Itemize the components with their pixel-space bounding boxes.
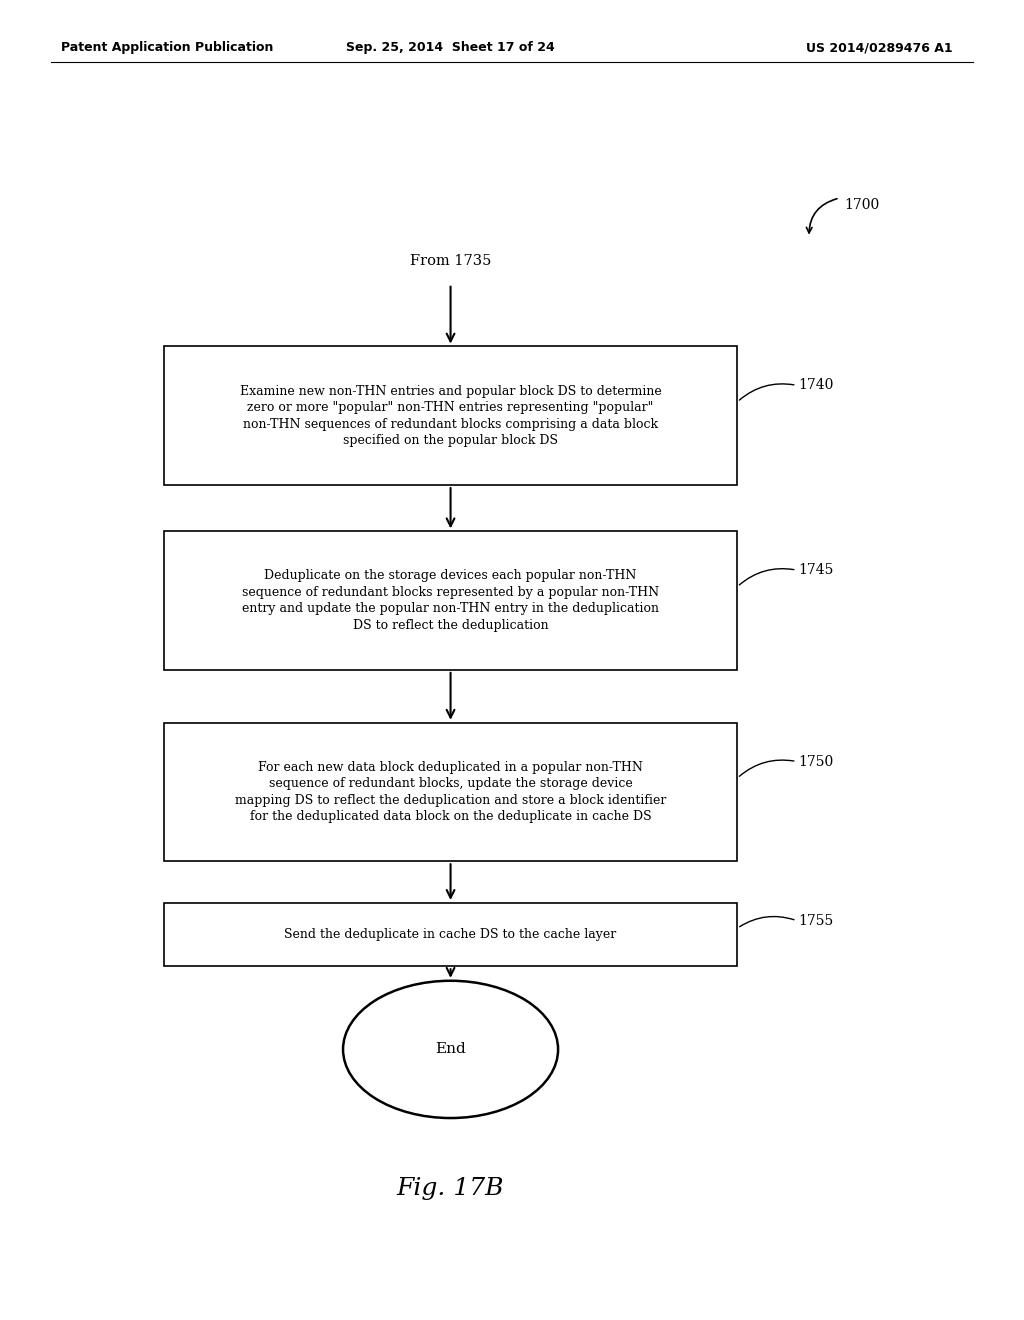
Text: Patent Application Publication: Patent Application Publication xyxy=(61,41,273,54)
Ellipse shape xyxy=(343,981,558,1118)
Text: Examine new non-THN entries and popular block DS to determine
zero or more "popu: Examine new non-THN entries and popular … xyxy=(240,384,662,447)
FancyBboxPatch shape xyxy=(164,903,737,966)
Text: 1700: 1700 xyxy=(845,198,880,211)
Text: 1755: 1755 xyxy=(799,913,834,928)
Text: For each new data block deduplicated in a popular non-THN
sequence of redundant : For each new data block deduplicated in … xyxy=(234,760,667,824)
Text: Send the deduplicate in cache DS to the cache layer: Send the deduplicate in cache DS to the … xyxy=(285,928,616,941)
Text: Fig. 17B: Fig. 17B xyxy=(397,1176,504,1200)
FancyBboxPatch shape xyxy=(164,722,737,861)
Text: From 1735: From 1735 xyxy=(410,255,492,268)
Text: Sep. 25, 2014  Sheet 17 of 24: Sep. 25, 2014 Sheet 17 of 24 xyxy=(346,41,555,54)
FancyBboxPatch shape xyxy=(164,346,737,484)
Text: US 2014/0289476 A1: US 2014/0289476 A1 xyxy=(806,41,952,54)
Text: 1740: 1740 xyxy=(799,379,835,392)
Text: 1750: 1750 xyxy=(799,755,834,768)
FancyBboxPatch shape xyxy=(164,531,737,671)
Text: 1745: 1745 xyxy=(799,564,835,577)
Text: Deduplicate on the storage devices each popular non-THN
sequence of redundant bl: Deduplicate on the storage devices each … xyxy=(242,569,659,632)
Text: End: End xyxy=(435,1043,466,1056)
